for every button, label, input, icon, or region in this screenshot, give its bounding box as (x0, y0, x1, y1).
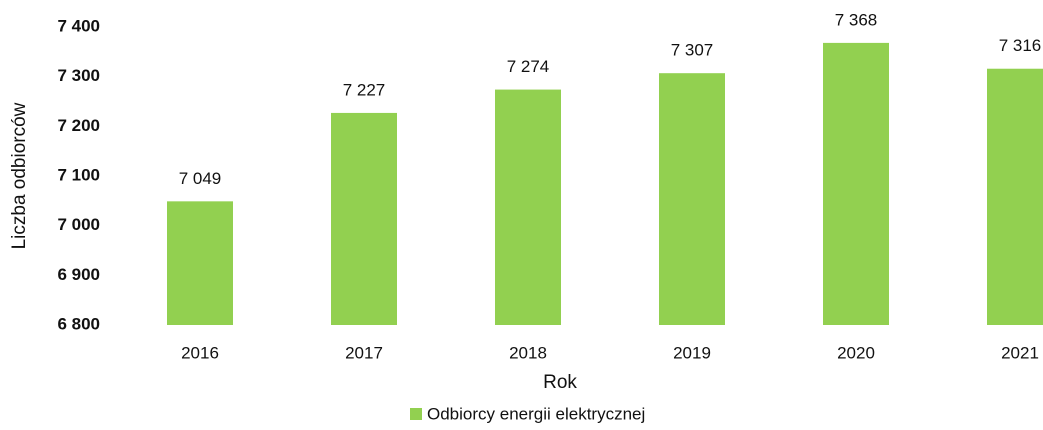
y-tick-label: 7 200 (57, 116, 100, 135)
data-label: 7 316 (999, 36, 1042, 55)
data-label: 7 049 (179, 169, 222, 188)
x-tick-label: 2021 (1001, 343, 1039, 362)
legend-swatch (410, 408, 422, 420)
y-tick-label: 7 000 (57, 215, 100, 234)
bar (659, 73, 725, 325)
y-tick-label: 6 900 (57, 265, 100, 284)
y-axis-label: Liczba odbiorców (9, 102, 30, 249)
x-tick-label: 2016 (181, 343, 219, 362)
y-tick-label: 7 100 (57, 165, 100, 184)
data-label: 7 274 (507, 57, 550, 76)
x-axis-label: Rok (543, 372, 577, 393)
x-tick-label: 2018 (509, 343, 547, 362)
x-tick-label: 2017 (345, 343, 383, 362)
bar (823, 42, 889, 325)
y-tick-label: 6 800 (57, 314, 100, 333)
legend-label: Odbiorcy energii elektrycznej (427, 404, 645, 423)
bar (495, 89, 561, 325)
bar (987, 68, 1043, 325)
x-tick-label: 2019 (673, 343, 711, 362)
x-tick-label: 2020 (837, 343, 875, 362)
y-tick-label: 7 300 (57, 66, 100, 85)
bar (167, 201, 233, 325)
y-tick-label: 7 400 (57, 16, 100, 35)
bar (331, 112, 397, 325)
data-label: 7 307 (671, 41, 714, 60)
data-label: 7 227 (343, 80, 386, 99)
data-label: 7 368 (835, 10, 878, 29)
